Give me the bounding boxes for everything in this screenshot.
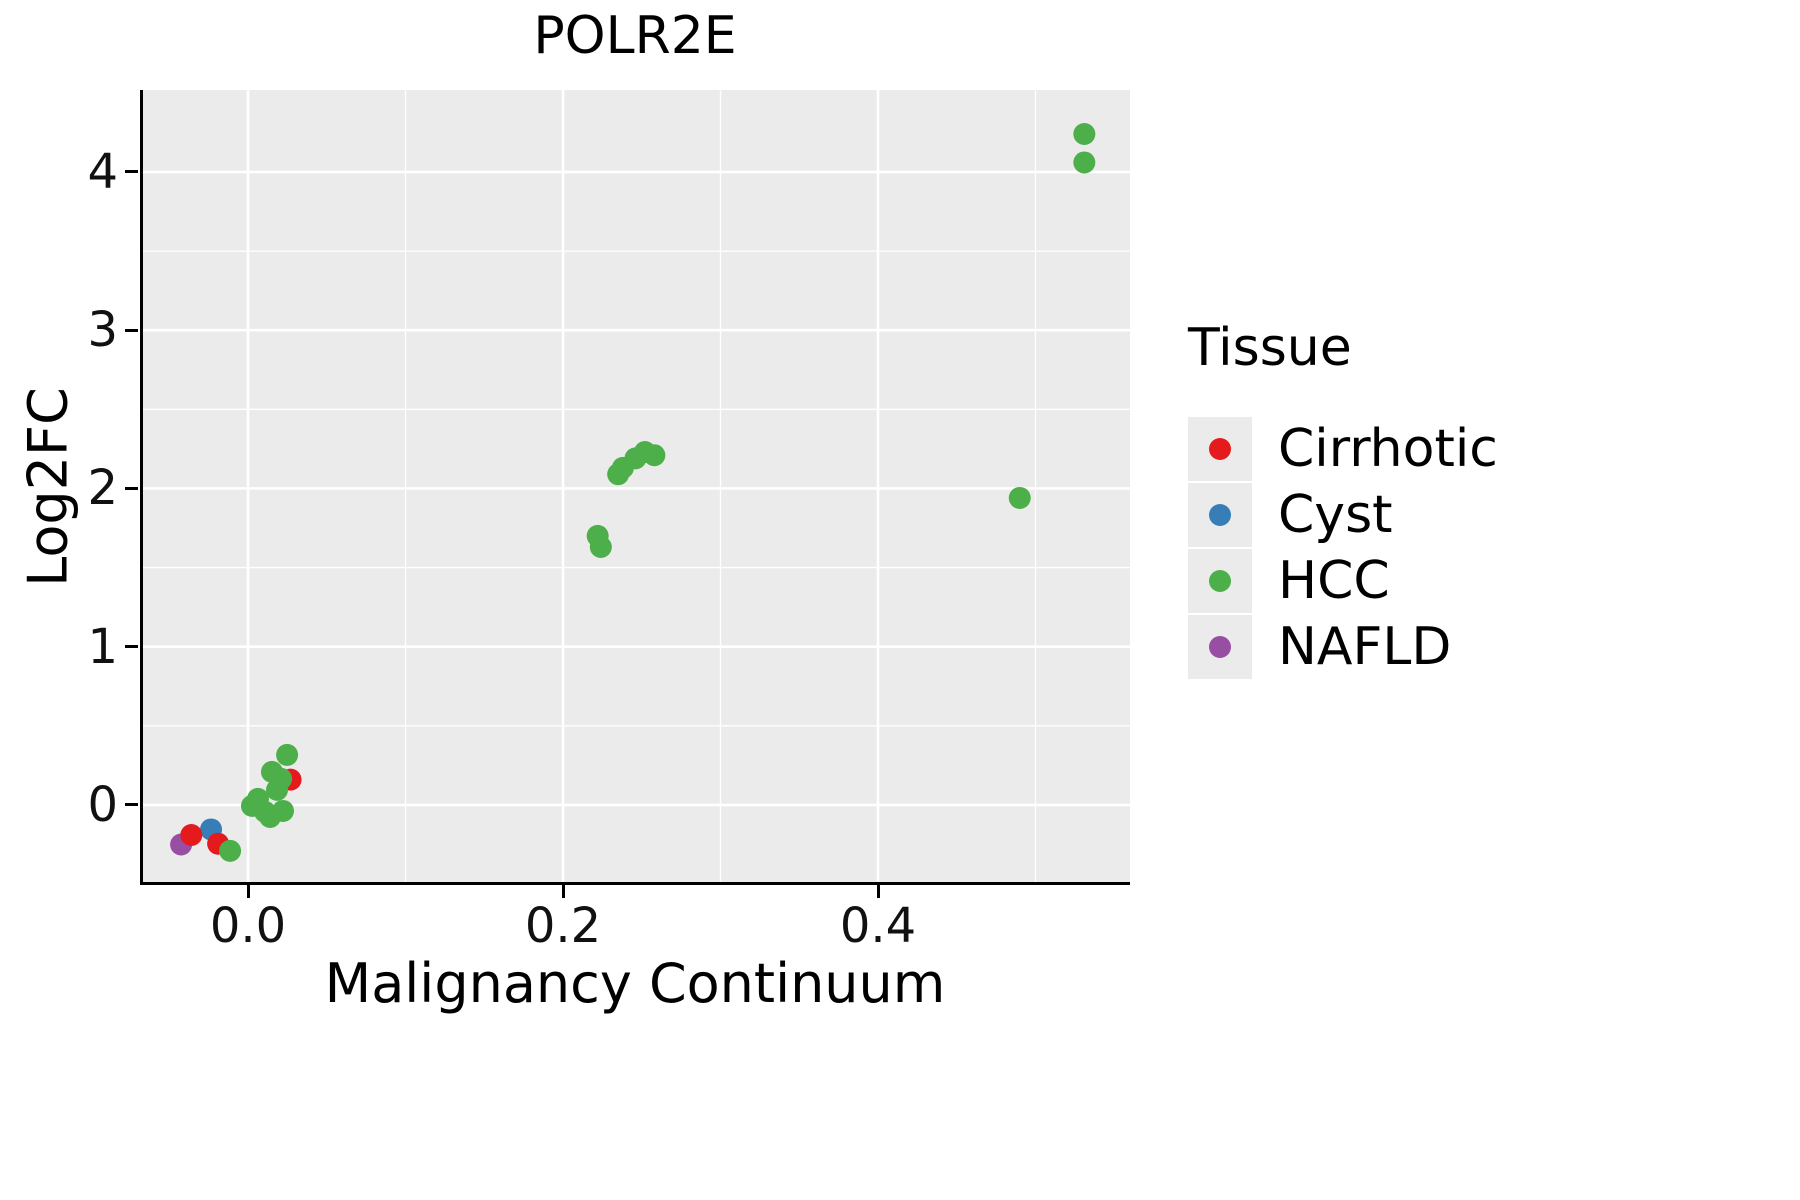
x-tick-label: 0.4 — [839, 898, 917, 954]
x-tick-mark — [561, 885, 565, 898]
y-tick-mark — [125, 328, 138, 332]
legend-item-hcc: HCC — [1188, 548, 1498, 614]
y-tick-mark — [125, 486, 138, 490]
data-point-hcc — [589, 535, 612, 558]
y-tick-label: 3 — [87, 302, 118, 359]
legend-key — [1188, 417, 1252, 481]
data-point-hcc — [276, 743, 299, 766]
legend-item-label: Cyst — [1278, 485, 1393, 545]
y-tick-label: 0 — [87, 776, 118, 833]
data-point-hcc — [1073, 151, 1096, 174]
scatter-plot — [140, 90, 1130, 885]
data-point-hcc — [266, 778, 289, 801]
y-tick-label: 4 — [87, 143, 118, 200]
data-point-hcc — [1073, 122, 1096, 145]
x-tick-label: 0.2 — [524, 898, 602, 954]
data-point-hcc — [272, 799, 295, 822]
plot-panel — [140, 90, 1130, 885]
hcc-color-dot — [1209, 570, 1231, 592]
legend-title: Tissue — [1188, 318, 1352, 378]
legend-key — [1188, 549, 1252, 613]
x-axis-label: Malignancy Continuum — [324, 952, 946, 1015]
legend-key — [1188, 615, 1252, 679]
x-tick-mark — [246, 885, 250, 898]
y-tick-label: 2 — [87, 460, 118, 517]
nafld-color-dot — [1209, 636, 1231, 658]
data-point-hcc — [643, 444, 666, 467]
y-tick-mark — [125, 170, 138, 174]
legend-item-nafld: NAFLD — [1188, 614, 1498, 680]
legend-key — [1188, 483, 1252, 547]
y-tick-mark — [125, 645, 138, 649]
data-point-hcc — [219, 839, 242, 862]
legend: Tissue Cirrhotic Cyst HCC NAFLD — [1188, 318, 1498, 680]
cirrhotic-color-dot — [1209, 438, 1231, 460]
legend-item-label: NAFLD — [1278, 617, 1452, 677]
data-point-hcc — [1008, 486, 1031, 509]
cyst-color-dot — [1209, 504, 1231, 526]
legend-item-cyst: Cyst — [1188, 482, 1498, 548]
legend-item-cirrhotic: Cirrhotic — [1188, 416, 1498, 482]
y-tick-mark — [125, 803, 138, 807]
y-tick-label: 1 — [87, 618, 118, 675]
x-tick-label: 0.0 — [209, 898, 287, 954]
legend-item-label: HCC — [1278, 551, 1390, 611]
x-tick-mark — [876, 885, 880, 898]
legend-item-label: Cirrhotic — [1278, 419, 1498, 479]
chart-title: POLR2E — [533, 6, 737, 66]
data-point-cirrhotic — [180, 823, 203, 846]
